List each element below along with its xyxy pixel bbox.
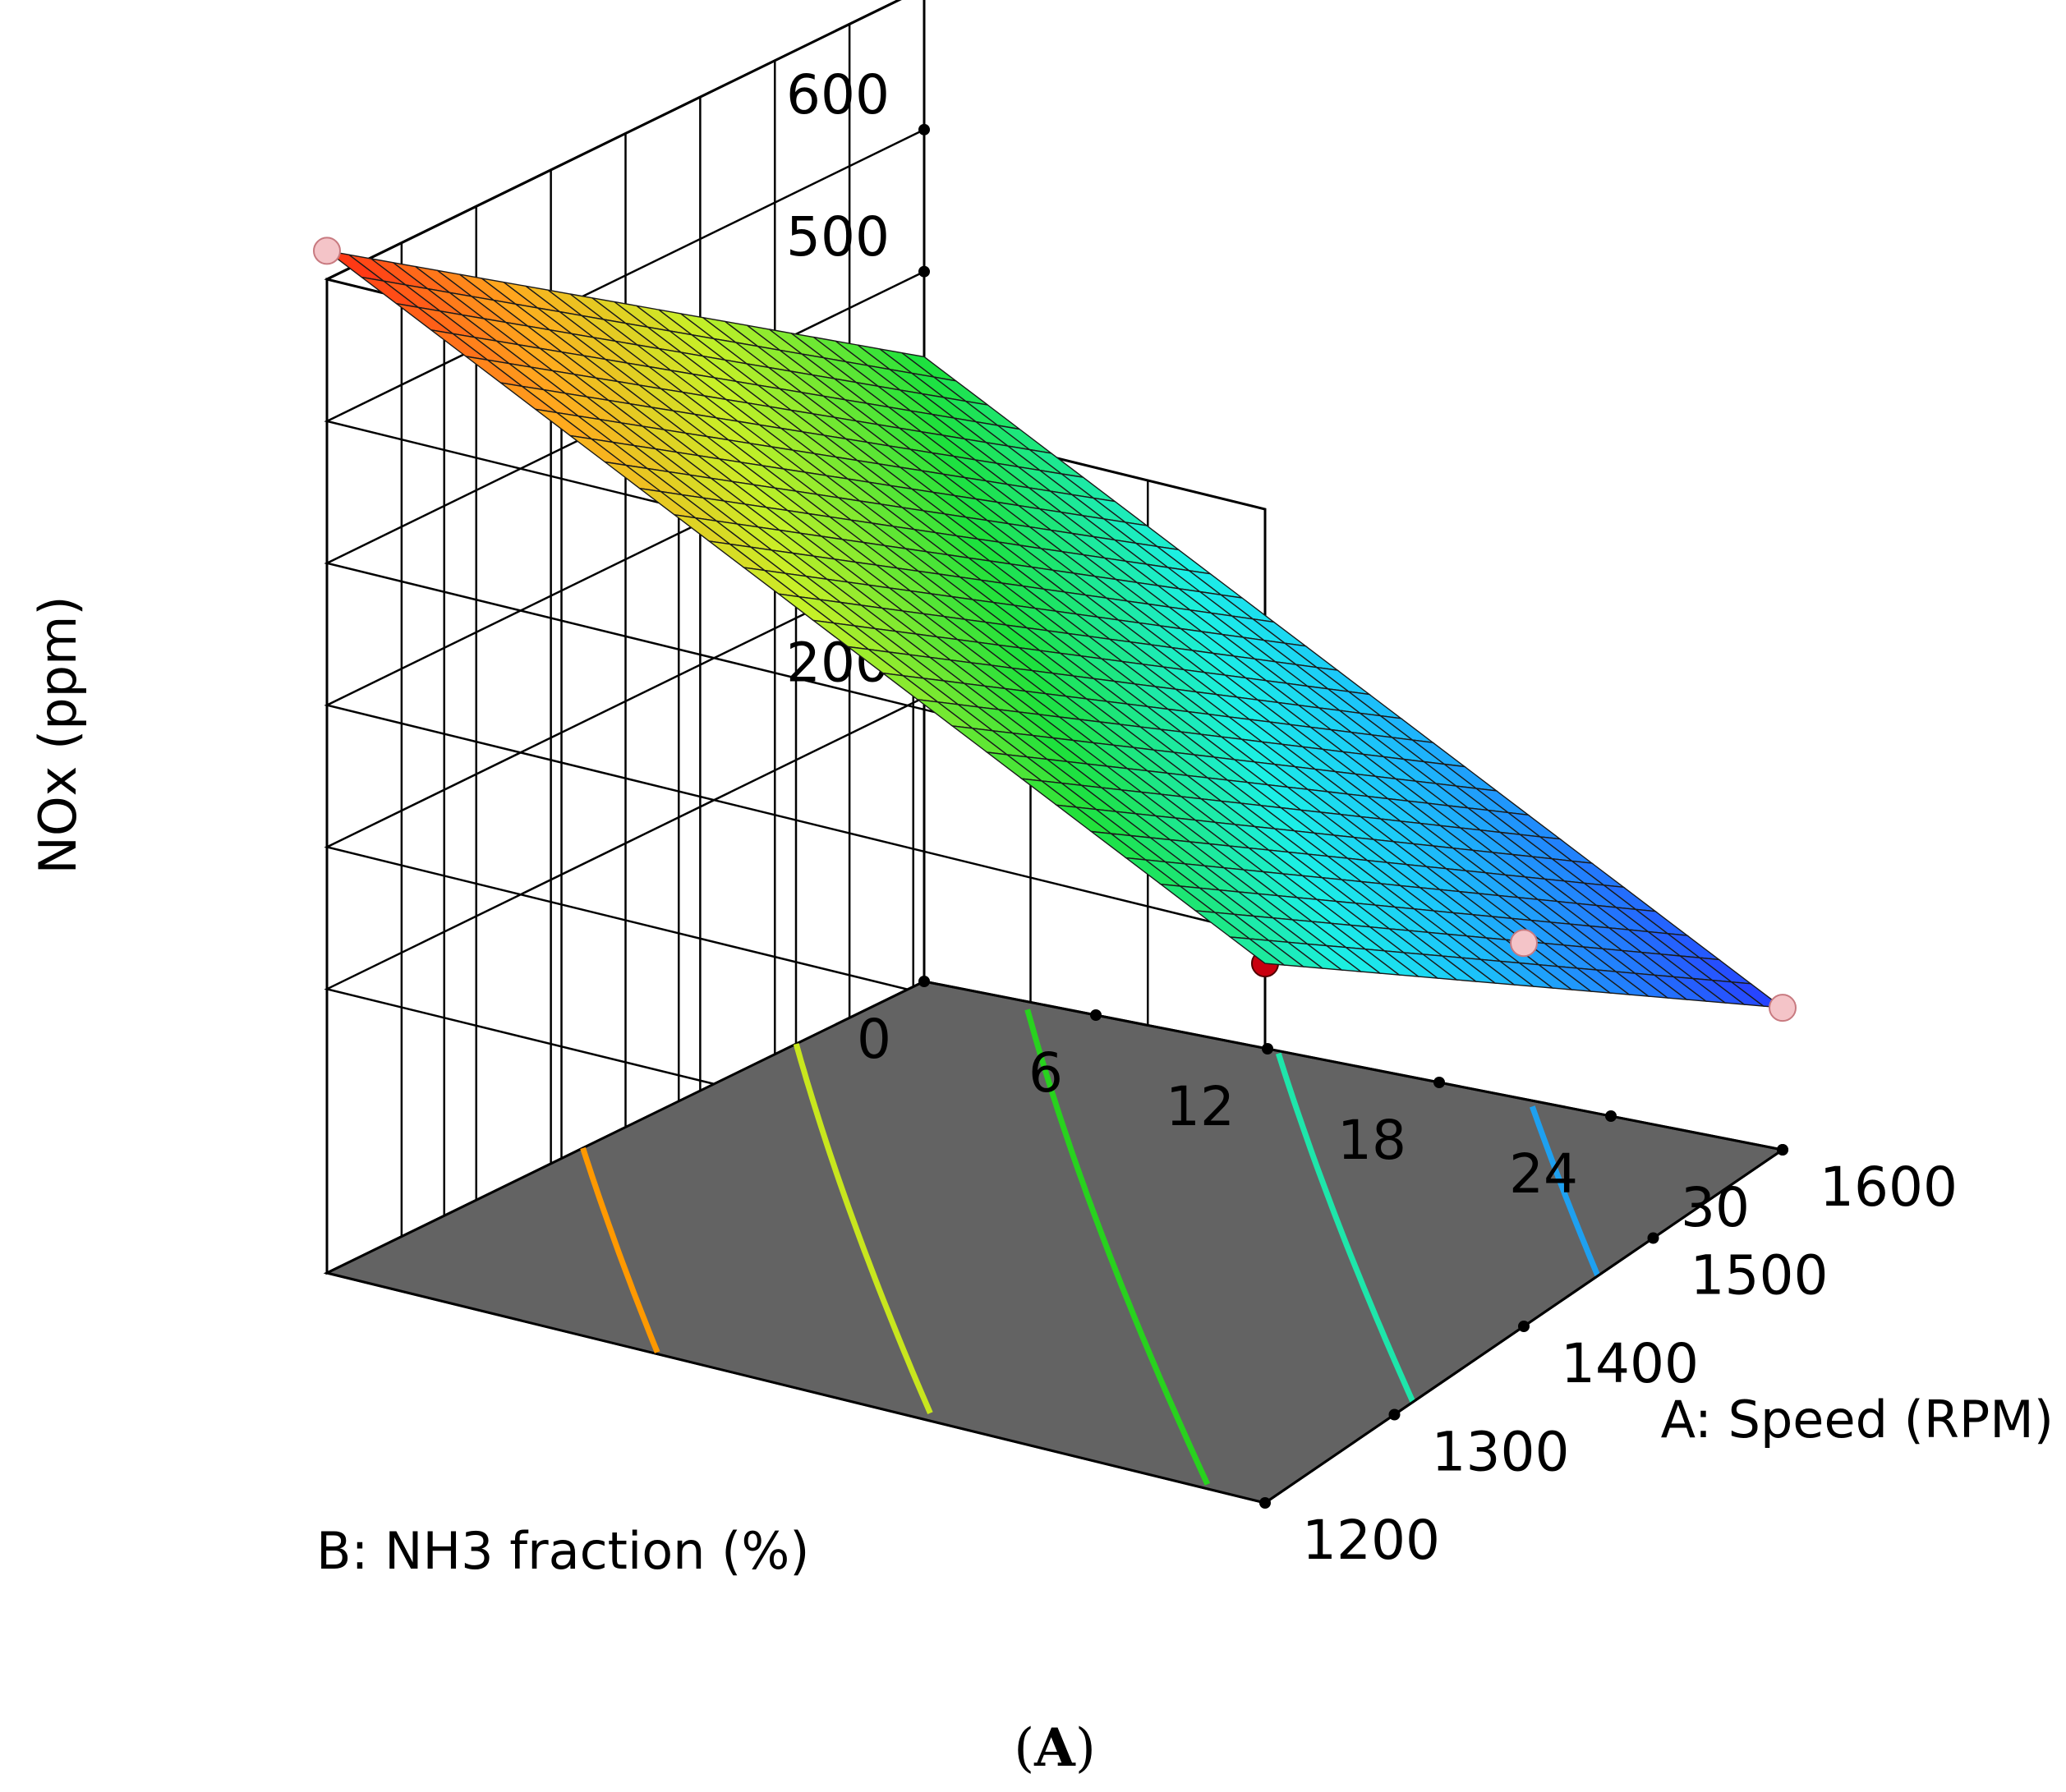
speed-tick-label: 1600 [1820, 1156, 1958, 1219]
speed-axis-title: A: Speed (RPM) [1661, 1390, 2054, 1450]
nh3-tick-dot [1433, 1077, 1445, 1088]
speed-tick-dot [1388, 1408, 1401, 1421]
nox-tick-label: 500 [786, 205, 890, 269]
nh3-tick-label: 24 [1509, 1142, 1578, 1206]
nox-tick-dot [918, 123, 930, 136]
contour-200 [1530, 1105, 1601, 1277]
nh3-tick-label: 12 [1166, 1075, 1235, 1138]
nox-tick-dot [918, 265, 930, 278]
design-points-above-surface [313, 237, 1797, 1022]
speed-axis: 1200 1300 1400 1500 1600 [1259, 1144, 1958, 1572]
panel-label: (A) [1014, 1717, 1096, 1779]
speed-tick-label: 1500 [1691, 1244, 1829, 1307]
nh3-tick-dot [1777, 1144, 1788, 1156]
nh3-tick-dot [1090, 1009, 1102, 1021]
nox-axis-title: NOx (ppm) [28, 595, 88, 874]
speed-tick-label: 1200 [1302, 1509, 1440, 1572]
nh3-tick-label: 30 [1681, 1176, 1750, 1239]
nh3-tick-label: 6 [1028, 1041, 1063, 1105]
nh3-tick-dot [1605, 1110, 1617, 1122]
contour-500 [793, 1043, 933, 1414]
panel-letter: A [1033, 1717, 1076, 1779]
response-surface [326, 250, 1785, 1009]
contour-300 [1275, 1052, 1416, 1404]
nh3-axis-line [923, 980, 1783, 1151]
nh3-axis: 0 6 12 18 24 30 [857, 976, 1788, 1239]
top-edge [326, 0, 902, 281]
nh3-tick-label: 0 [857, 1008, 891, 1071]
speed-tick-dot [1647, 1232, 1659, 1244]
design-point [1769, 994, 1797, 1022]
floor-contours [580, 1009, 1601, 1486]
contour-400 [1024, 1009, 1211, 1486]
nox-tick-label: 600 [786, 63, 890, 126]
speed-tick-label: 1300 [1432, 1421, 1570, 1484]
nh3-tick-dot [918, 976, 930, 987]
design-point [313, 237, 341, 265]
nh3-tick-dot [1262, 1043, 1273, 1055]
nh3-axis-title: B: NH3 fraction (%) [316, 1521, 809, 1581]
nh3-tick-label: 18 [1337, 1109, 1406, 1172]
design-point [1510, 929, 1538, 958]
contour-600 [580, 1146, 660, 1353]
speed-tick-dot [1518, 1321, 1530, 1332]
speed-tick-label: 1400 [1561, 1332, 1699, 1395]
speed-tick-dot [1259, 1497, 1271, 1509]
